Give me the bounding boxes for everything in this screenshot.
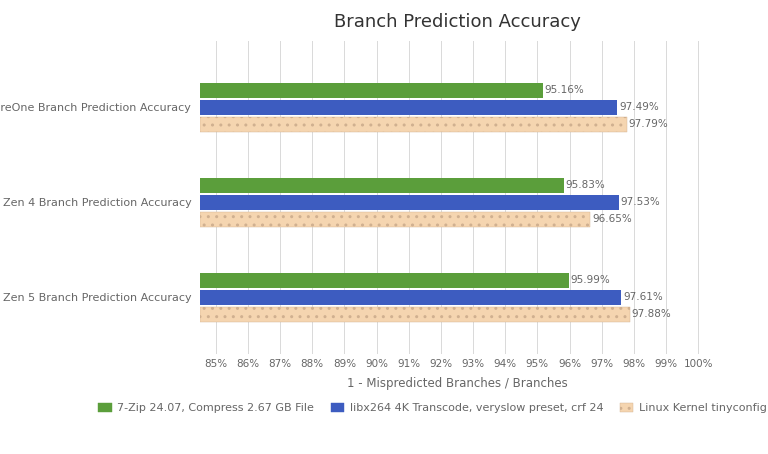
Bar [200, 272, 569, 287]
Text: 97.53%: 97.53% [621, 197, 660, 207]
Bar [200, 212, 591, 227]
Text: 95.16%: 95.16% [544, 85, 584, 95]
Text: 97.88%: 97.88% [631, 309, 671, 319]
Text: 96.65%: 96.65% [592, 214, 632, 224]
Bar [200, 178, 564, 192]
X-axis label: 1 - Mispredicted Branches / Branches: 1 - Mispredicted Branches / Branches [346, 377, 568, 390]
Bar [200, 83, 542, 98]
Text: 95.99%: 95.99% [571, 275, 611, 285]
Legend: 7-Zip 24.07, Compress 2.67 GB File, libx264 4K Transcode, veryslow preset, crf 2: 7-Zip 24.07, Compress 2.67 GB File, libx… [94, 398, 768, 418]
Bar [200, 307, 630, 322]
Bar [200, 290, 621, 305]
Text: 97.49%: 97.49% [619, 102, 659, 112]
Title: Branch Prediction Accuracy: Branch Prediction Accuracy [333, 13, 581, 31]
Bar [200, 100, 617, 115]
Text: 95.83%: 95.83% [566, 180, 605, 190]
Bar [200, 117, 627, 132]
Text: 97.61%: 97.61% [623, 292, 663, 302]
Text: 97.79%: 97.79% [629, 119, 668, 129]
Bar [200, 195, 619, 210]
